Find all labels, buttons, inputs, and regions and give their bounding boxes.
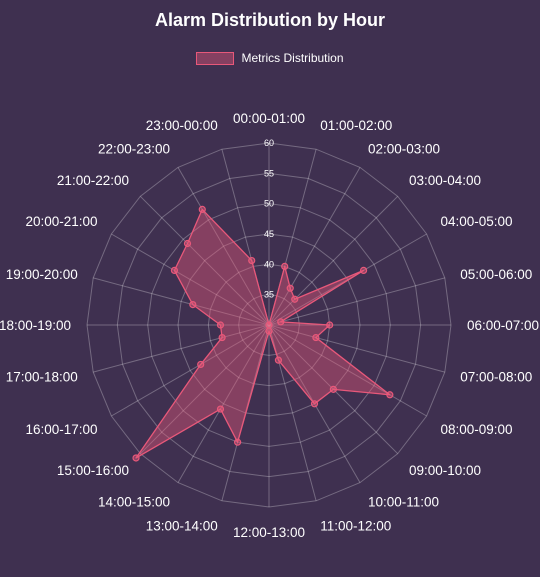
spoke-17 [93, 324, 270, 373]
legend-swatch [196, 51, 235, 65]
data-point-0 [265, 321, 273, 329]
data-point-5 [277, 318, 285, 326]
data-point-10 [310, 400, 319, 408]
category-label-4: 04:00-05:00 [440, 214, 512, 229]
tick-label-0: 35 [264, 290, 274, 300]
category-label-9: 09:00-10:00 [409, 463, 481, 478]
spoke-2 [268, 167, 361, 326]
category-label-12: 12:00-13:00 [233, 525, 305, 540]
category-label-8: 08:00-09:00 [440, 422, 512, 437]
category-label-20: 20:00-21:00 [25, 214, 97, 229]
data-point-19 [189, 300, 197, 309]
data-point-8 [386, 391, 394, 399]
category-label-1: 01:00-02:00 [320, 118, 392, 133]
series-area-0 [135, 208, 391, 459]
chart-title: Alarm Distribution by Hour [154, 10, 385, 30]
data-point-18 [216, 321, 225, 329]
spoke-21 [139, 195, 270, 326]
data-point-9 [329, 385, 337, 393]
category-label-0: 00:00-01:00 [233, 111, 305, 126]
data-point-7 [312, 333, 320, 342]
spoke-19 [93, 277, 270, 326]
data-point-22 [198, 205, 206, 214]
grid-ring-3 [147, 203, 391, 447]
spoke-8 [268, 324, 427, 417]
category-label-22: 22:00-23:00 [98, 142, 170, 157]
grid-ring-4 [116, 172, 422, 478]
legend[interactable]: Metrics Distribution [0, 51, 540, 65]
data-point-1 [281, 262, 289, 270]
data-point-20 [170, 266, 179, 274]
spoke-15 [139, 324, 270, 455]
tick-label-3: 50 [264, 199, 274, 209]
data-point-2 [286, 284, 294, 292]
category-label-11: 11:00-12:00 [320, 518, 391, 533]
category-label-16: 16:00-17:00 [25, 422, 97, 437]
data-point-11 [274, 356, 283, 364]
category-label-10: 10:00-11:00 [368, 494, 439, 509]
data-point-17 [218, 333, 226, 342]
category-label-3: 03:00-04:00 [409, 173, 481, 188]
grid-ring-1 [207, 263, 331, 387]
data-point-12 [265, 327, 273, 335]
spoke-22 [177, 167, 270, 326]
legend-label: Metrics Distribution [241, 51, 344, 65]
data-point-3 [291, 295, 299, 303]
spoke-16 [111, 324, 270, 417]
data-point-4 [359, 266, 368, 274]
category-label-23: 23:00-00:00 [146, 118, 218, 133]
data-point-16 [197, 360, 205, 369]
tick-label-4: 55 [264, 168, 274, 178]
data-point-6 [326, 321, 334, 329]
data-point-13 [234, 438, 242, 446]
grid-ring-5 [86, 142, 452, 508]
category-label-18: 18:00-19:00 [0, 318, 71, 333]
category-label-15: 15:00-16:00 [57, 463, 129, 478]
data-point-14 [216, 405, 225, 413]
category-label-14: 14:00-15:00 [98, 494, 170, 509]
grid-ring-0 [238, 294, 300, 356]
spoke-20 [111, 233, 270, 326]
spoke-5 [268, 277, 445, 326]
category-label-5: 05:00-06:00 [460, 267, 532, 282]
spoke-3 [268, 195, 399, 326]
category-label-17: 17:00-18:00 [6, 369, 78, 384]
spoke-14 [177, 324, 270, 483]
tick-label-2: 45 [264, 229, 274, 239]
category-label-19: 19:00-20:00 [6, 267, 78, 282]
tick-label-5: 60 [264, 138, 274, 148]
data-point-23 [248, 256, 256, 265]
category-label-13: 13:00-14:00 [146, 518, 218, 533]
tick-label-1: 40 [264, 259, 274, 269]
data-point-21 [183, 239, 192, 248]
spoke-7 [268, 324, 445, 373]
category-label-7: 07:00-08:00 [460, 369, 532, 384]
category-label-21: 21:00-22:00 [57, 173, 129, 188]
data-point-15 [132, 454, 140, 462]
category-label-6: 06:00-07:00 [467, 318, 539, 333]
category-label-2: 02:00-03:00 [368, 142, 440, 157]
